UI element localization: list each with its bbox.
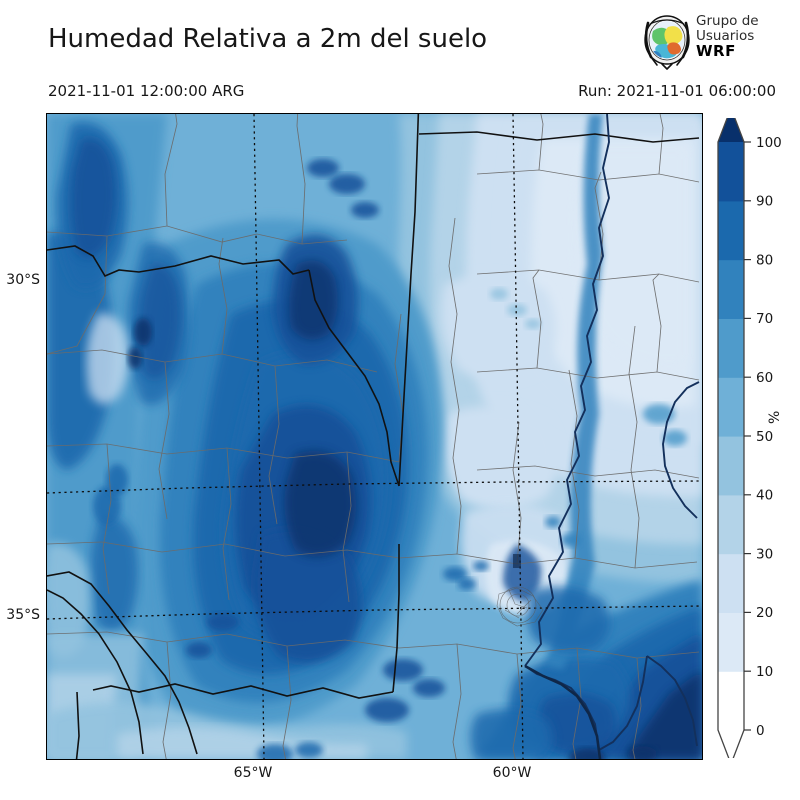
logo-line-2: Usuarios — [696, 28, 755, 44]
colorbar-tick-label: 80 — [756, 252, 773, 268]
coastline — [524, 664, 602, 759]
logo-line-1: Grupo de — [696, 13, 759, 29]
colorbar-tick-label: 70 — [756, 311, 773, 327]
country-borders — [47, 114, 700, 759]
contour-cell — [443, 567, 467, 581]
map-canvas[interactable] — [46, 113, 703, 760]
contour-band — [441, 275, 556, 381]
globe-emblem-icon — [640, 15, 694, 71]
contour-cell — [525, 319, 541, 329]
contour-cell — [490, 288, 508, 300]
contour-band — [47, 543, 91, 657]
lon-tick-65w: 65°W — [233, 765, 273, 781]
colorbar-band — [718, 142, 744, 202]
contour-cell — [458, 578, 476, 590]
colorbar-tick-label: 50 — [756, 429, 773, 445]
colorbar-tick-label: 20 — [756, 605, 773, 621]
contour-cell — [186, 642, 212, 658]
contour-band — [70, 138, 117, 258]
logo-text: Grupo de Usuarios WRF — [696, 14, 792, 72]
contour-cell — [663, 430, 687, 446]
colorbar-tick-label: 100 — [756, 135, 782, 151]
lat-tick-30s: 30°S — [6, 272, 40, 288]
colorbar-under-arrow — [718, 730, 744, 758]
colorbar-bands — [717, 118, 745, 758]
contour-cell — [106, 464, 128, 496]
contour-cell — [257, 744, 293, 759]
lat-tick-35s: 35°S — [6, 607, 40, 623]
contour-band — [284, 450, 357, 557]
contour-band — [47, 232, 113, 470]
colorbar-ticks: 0 10 20 30 40 50 60 70 80 90 100 — [744, 135, 782, 739]
contour-cell — [329, 174, 365, 194]
colorbar-tick-label: 0 — [756, 723, 765, 739]
map-overlays — [47, 114, 702, 759]
contour-cell — [507, 304, 527, 316]
contour-band — [86, 313, 129, 405]
colorbar-band — [718, 494, 744, 555]
colorbar-band — [718, 200, 744, 261]
contour-band — [139, 263, 181, 380]
contour-cell — [93, 486, 121, 526]
colorbar-tick-label: 90 — [756, 194, 773, 210]
contour-cell — [128, 347, 142, 369]
contour-cell — [134, 318, 152, 346]
colorbar-band — [718, 259, 744, 319]
contour-band — [90, 516, 139, 632]
contour-cell — [545, 516, 561, 528]
contour-band — [443, 406, 558, 511]
page-title: Humedad Relativa a 2m del suelo — [48, 24, 488, 54]
metro-detail — [496, 554, 544, 627]
valid-time-label: 2021-11-01 12:00:00 ARG — [48, 82, 245, 100]
contour-cell — [207, 613, 239, 631]
contour-band — [503, 544, 542, 602]
contour-band — [527, 586, 610, 653]
lon-tick-60w: 60°W — [492, 765, 532, 781]
contour-cell — [295, 742, 323, 758]
run-time-label: Run: 2021-11-01 06:00:00 — [578, 82, 776, 100]
colorbar-band — [718, 377, 744, 437]
wrf-user-group-logo: Grupo de Usuarios WRF — [640, 14, 790, 72]
contour-band — [289, 260, 338, 340]
contour-cell — [307, 159, 339, 177]
contour-band — [547, 114, 603, 670]
contour-band — [577, 148, 687, 366]
colorbar-over-arrow — [718, 118, 744, 142]
contour-cell — [561, 533, 581, 547]
contour-cell — [643, 404, 675, 424]
contour-bands — [47, 114, 702, 759]
colorbar-tick-label: 10 — [756, 664, 773, 680]
colorbar[interactable]: 0 10 20 30 40 50 60 70 80 90 100 — [710, 118, 800, 758]
contour-cell — [413, 679, 445, 697]
contour-cell — [383, 659, 423, 681]
contour-cell — [365, 698, 409, 722]
colorbar-band — [718, 612, 744, 672]
contour-band — [470, 709, 553, 759]
colorbar-band — [718, 671, 744, 731]
humidity-contour-plot — [47, 114, 702, 759]
logo-line-wrf: WRF — [696, 42, 736, 60]
contour-cell — [473, 561, 489, 571]
contour-cell — [569, 748, 605, 759]
colorbar-tick-label: 60 — [756, 370, 773, 386]
contour-cell — [351, 202, 379, 218]
colorbar-unit-label: % — [767, 410, 783, 424]
contour-band — [254, 528, 362, 663]
graticule — [47, 114, 702, 759]
contour-cell — [629, 746, 657, 759]
colorbar-band — [718, 436, 744, 496]
colorbar-tick-label: 40 — [756, 488, 773, 504]
colorbar-tick-label: 30 — [756, 546, 773, 562]
colorbar-band — [718, 553, 744, 613]
colorbar-band — [718, 318, 744, 378]
